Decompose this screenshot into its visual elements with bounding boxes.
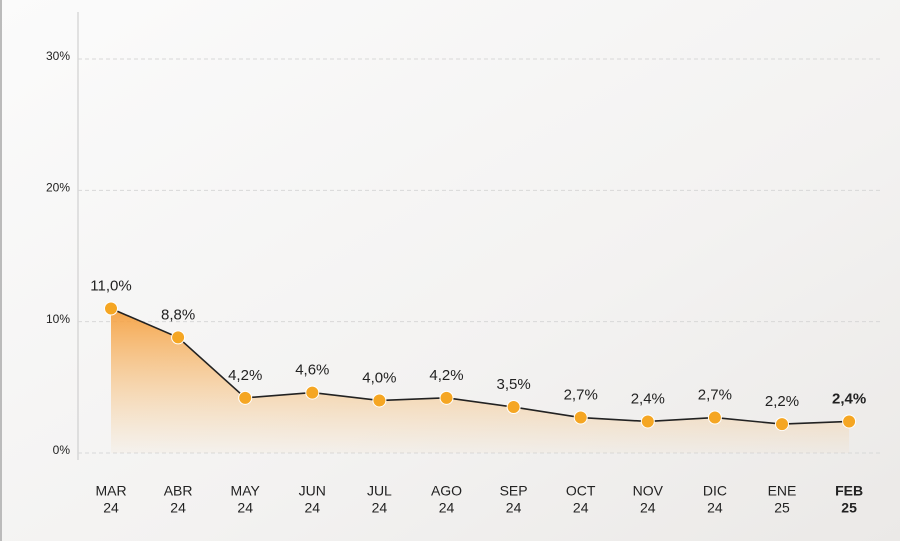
value-label: 4,2%: [228, 367, 262, 384]
value-label: 4,2%: [429, 367, 463, 384]
value-label: 2,2%: [765, 393, 799, 410]
x-tick-label: 25: [774, 500, 790, 516]
point: [573, 410, 588, 425]
value-label: 2,4%: [832, 390, 866, 407]
value-label: 3,5%: [496, 376, 530, 393]
x-tick-label: 25: [841, 500, 857, 516]
x-tick-label: FEB: [835, 483, 863, 499]
y-tick-label: 30%: [46, 49, 70, 63]
point: [439, 390, 454, 405]
x-tick-label: 24: [573, 500, 589, 516]
point: [104, 301, 118, 316]
x-tick-label: MAR: [95, 483, 126, 499]
line: [110, 307, 850, 425]
point: [372, 393, 387, 408]
x-tick-label: 24: [439, 500, 455, 516]
value-label: 2,4%: [631, 390, 665, 407]
x-tick-label: 24: [170, 500, 186, 516]
x-tick-label: SEP: [500, 483, 528, 499]
y-tick-label: 10%: [46, 312, 70, 326]
point: [640, 414, 655, 429]
value-label: 2,7%: [698, 387, 732, 404]
point: [506, 400, 521, 415]
y-tick-label: 20%: [46, 181, 70, 195]
value-label: 2,7%: [564, 387, 598, 404]
x-tick-label: 24: [506, 500, 522, 516]
x-tick-label: JUL: [367, 483, 392, 499]
value-label: 4,0%: [362, 369, 396, 386]
value-label: 11,0%: [90, 278, 131, 295]
area: [111, 308, 850, 453]
x-tick-label: 24: [372, 500, 388, 516]
x-tick-label: ENE: [768, 483, 797, 499]
point: [707, 410, 722, 425]
x-tick-label: OCT: [566, 483, 596, 499]
x-tick-label: 24: [707, 500, 723, 516]
point: [238, 390, 253, 405]
point: [775, 417, 789, 432]
x-tick-label: 24: [103, 500, 119, 516]
x-tick-label: AGO: [431, 483, 462, 499]
x-tick-label: ABR: [164, 483, 193, 499]
x-tick-label: JUN: [299, 483, 326, 499]
x-tick-label: 24: [237, 500, 253, 516]
x-tick-label: NOV: [633, 483, 664, 499]
x-tick-label: DIC: [703, 483, 727, 499]
point: [842, 414, 857, 429]
x-tick-label: 24: [305, 500, 321, 516]
x-tick-label: MAY: [231, 483, 261, 499]
point: [305, 385, 320, 400]
point: [171, 330, 186, 345]
value-label: 8,8%: [161, 306, 195, 323]
y-tick-label: 0%: [53, 443, 71, 457]
x-tick-label: 24: [640, 500, 656, 516]
value-label: 4,6%: [295, 362, 329, 379]
